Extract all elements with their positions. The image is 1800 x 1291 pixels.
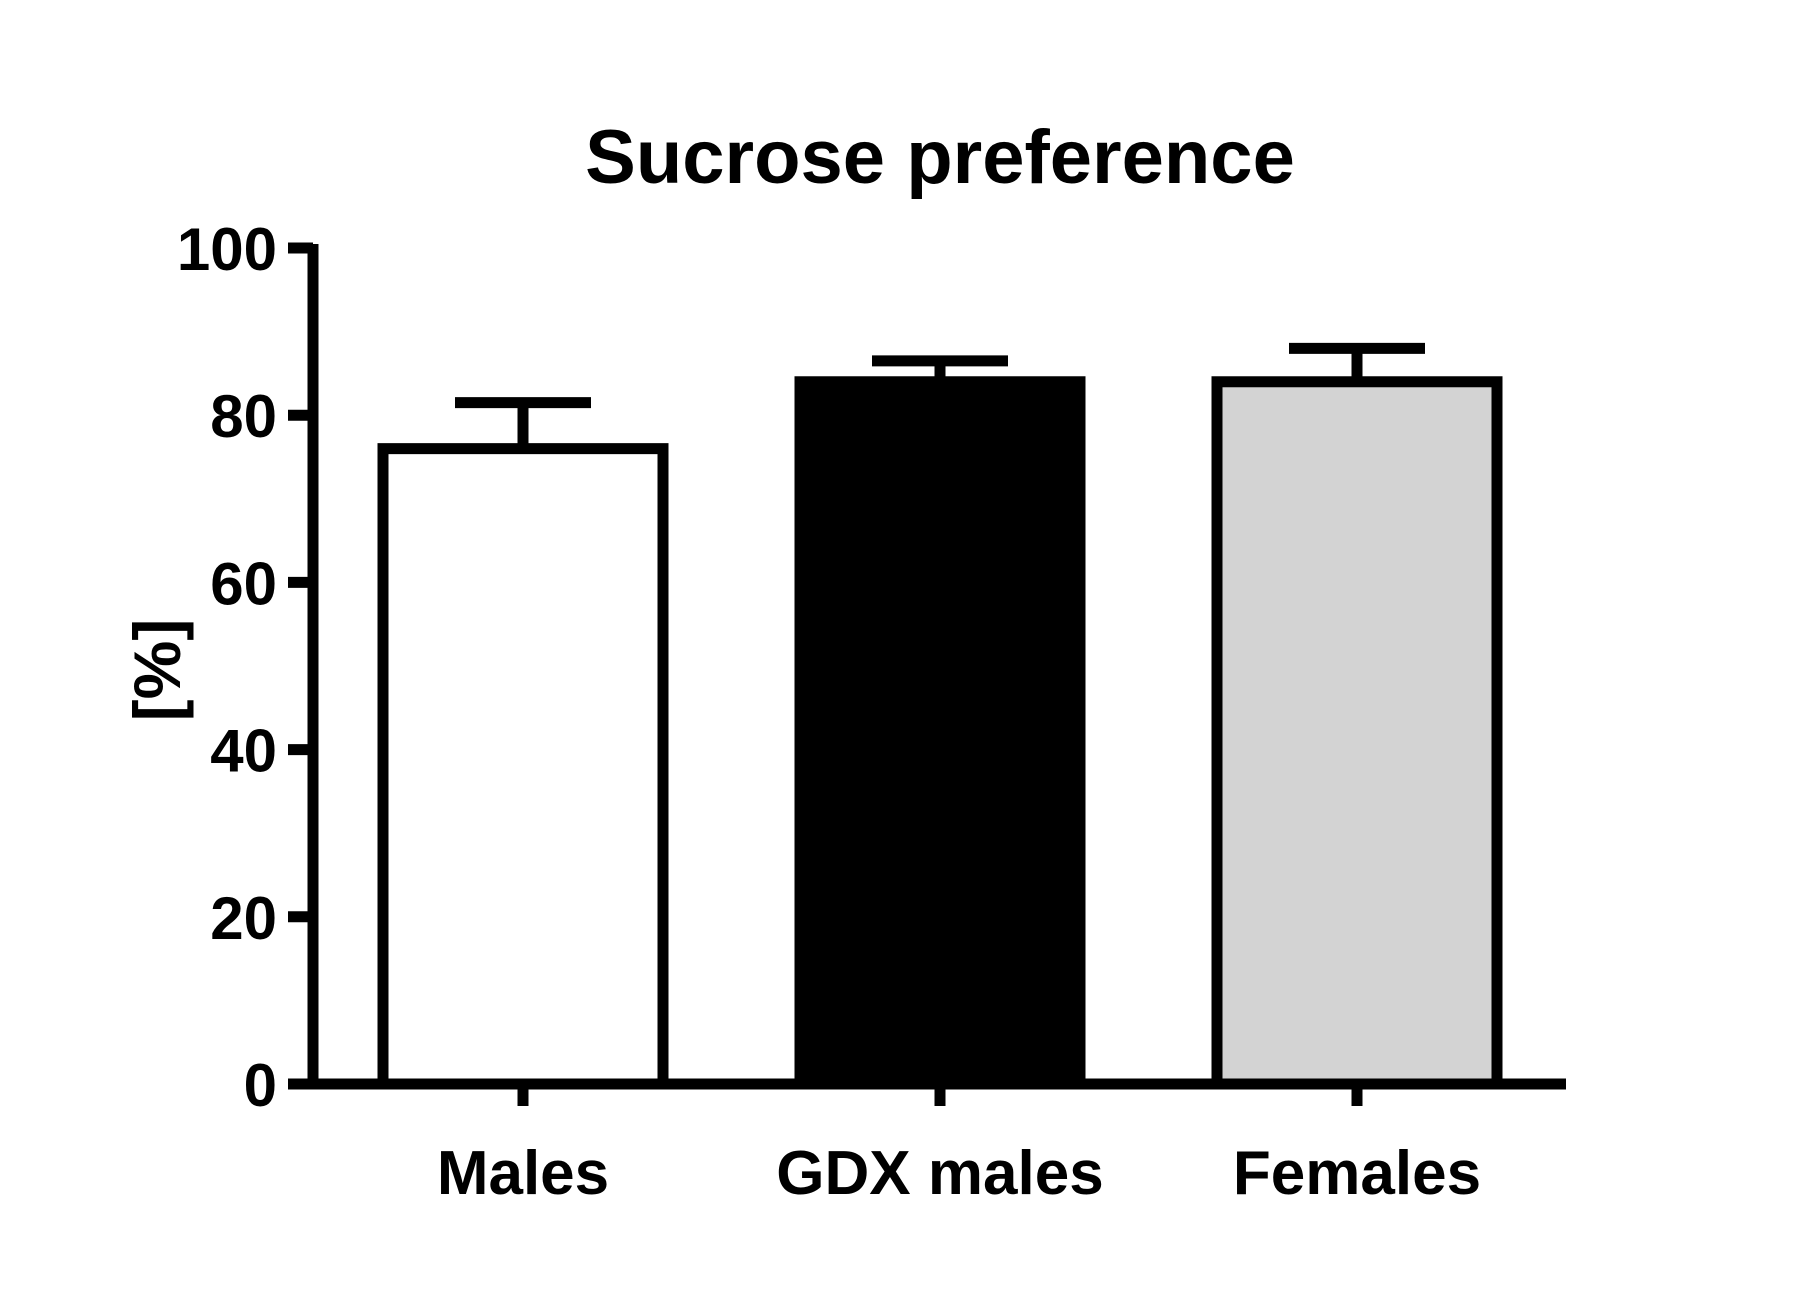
y-tick-label: 0 (244, 1052, 277, 1119)
bar-males (377, 443, 669, 1090)
bar-females (1211, 376, 1503, 1090)
y-tick-label: 40 (210, 718, 277, 785)
x-tick-label: GDX males (776, 1139, 1103, 1208)
x-tick-label: Females (1233, 1139, 1481, 1208)
y-tick-label: 60 (210, 550, 277, 617)
y-tick-label: 100 (177, 216, 277, 283)
y-tick-label: 20 (210, 885, 277, 952)
bar-gdx-males (794, 376, 1086, 1090)
y-tick-label: 80 (210, 383, 277, 450)
y-axis-label: [%] (120, 619, 194, 722)
x-tick-label: Males (437, 1139, 609, 1208)
plot-area: Males GDX males Females 0 20 40 60 80 100 (177, 216, 1566, 1208)
chart-title: Sucrose preference (585, 115, 1295, 200)
